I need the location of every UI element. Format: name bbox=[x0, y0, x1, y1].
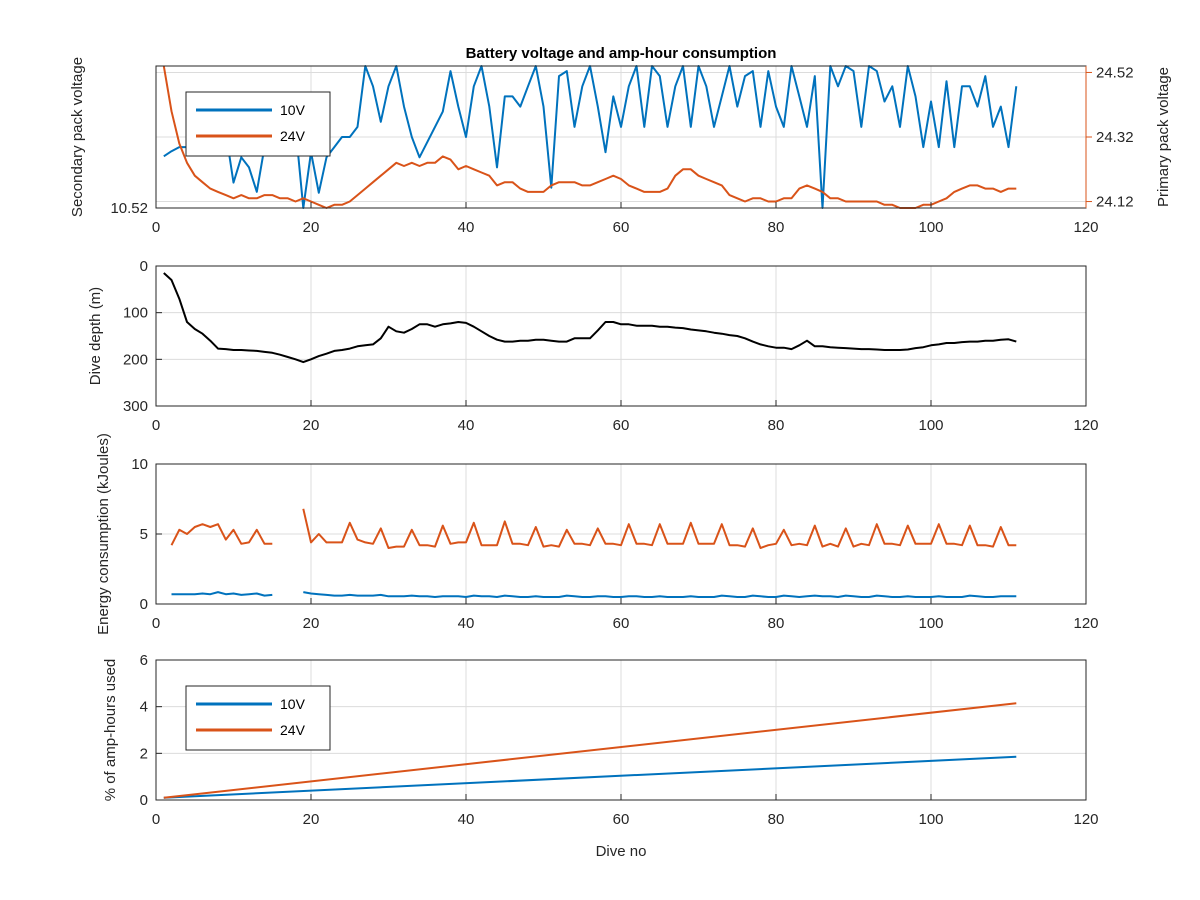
x-tick-label: 40 bbox=[458, 615, 475, 632]
y-tick-label: 10 bbox=[131, 456, 148, 473]
x-tick-label: 60 bbox=[613, 219, 630, 236]
x-tick-label: 20 bbox=[303, 615, 320, 632]
x-tick-label: 0 bbox=[152, 615, 160, 632]
legend-box bbox=[185, 91, 331, 157]
x-tick-label: 20 bbox=[303, 811, 320, 828]
series-line-10v bbox=[163, 755, 1017, 799]
x-tick-label: 40 bbox=[458, 219, 475, 236]
legend: 10V 24V bbox=[185, 685, 331, 751]
x-tick-label: 100 bbox=[918, 219, 943, 236]
series-line-24v bbox=[162, 65, 1017, 209]
y-right-tick-label: 24.32 bbox=[1096, 129, 1134, 146]
y-right-tick-label: 24.12 bbox=[1096, 194, 1134, 211]
x-tick-label: 120 bbox=[1073, 615, 1098, 632]
x-tick-label: 120 bbox=[1073, 417, 1098, 434]
y-axis-label: Energy consumption (kJoules) bbox=[95, 433, 112, 635]
legend: 10V 24V bbox=[185, 91, 331, 157]
legend-label-10v: 10V bbox=[280, 696, 306, 712]
y-tick-label: 2 bbox=[140, 745, 148, 762]
x-tick-label: 100 bbox=[918, 417, 943, 434]
x-tick-label: 80 bbox=[768, 811, 785, 828]
y-tick-label: 200 bbox=[123, 351, 148, 368]
x-tick-label: 80 bbox=[768, 417, 785, 434]
series-line-series-1 bbox=[170, 508, 1017, 549]
x-tick-label: 100 bbox=[918, 615, 943, 632]
legend-label-24v: 24V bbox=[280, 128, 306, 144]
y-tick-label: 5 bbox=[140, 526, 148, 543]
x-tick-label: 80 bbox=[768, 219, 785, 236]
x-tick-label: 0 bbox=[152, 811, 160, 828]
y-tick-label: 100 bbox=[123, 305, 148, 322]
chart-panel-2: 0 20 40 60 80 100 120 0 100 200 300 Dive depth (m) bbox=[87, 258, 1099, 434]
chart-panel-3: 0 20 40 60 80 100 120 0 5 10 Energy consumption (k… bbox=[95, 433, 1099, 635]
legend-box bbox=[185, 685, 331, 751]
x-tick-label: 0 bbox=[152, 417, 160, 434]
chart-panel-1: 0 20 40 60 80 100 120 10.52 24.12 24.32 24.52 Secon… bbox=[69, 57, 1172, 236]
series-line-series-1 bbox=[163, 272, 1017, 364]
series-line-24v bbox=[163, 702, 1017, 799]
x-tick-label: 60 bbox=[613, 417, 630, 434]
x-tick-label: 40 bbox=[458, 417, 475, 434]
x-tick-label: 100 bbox=[918, 811, 943, 828]
x-tick-label: 120 bbox=[1073, 811, 1098, 828]
y-axis-label: Secondary pack voltage bbox=[69, 57, 86, 217]
y-axis-label-right: Primary pack voltage bbox=[1155, 67, 1172, 207]
y-tick-label: 300 bbox=[123, 398, 148, 415]
legend-label-24v: 24V bbox=[280, 722, 306, 738]
y-left-tick-label: 10.52 bbox=[110, 200, 148, 217]
x-axis-label: Dive no bbox=[596, 843, 647, 860]
x-tick-label: 80 bbox=[768, 615, 785, 632]
legend-label-10v: 10V bbox=[280, 102, 306, 118]
y-right-tick-label: 24.52 bbox=[1096, 64, 1134, 81]
y-axis-label: % of amp-hours used bbox=[102, 659, 119, 802]
y-tick-label: 6 bbox=[140, 652, 148, 669]
y-tick-label: 0 bbox=[140, 596, 148, 613]
y-tick-label: 4 bbox=[140, 699, 148, 716]
x-tick-label: 20 bbox=[303, 219, 320, 236]
chart-panel-4: 0 20 40 60 80 100 120 0 2 4 6 % of amp-hours used Di… bbox=[102, 652, 1099, 860]
x-tick-label: 0 bbox=[152, 219, 160, 236]
x-tick-label: 60 bbox=[613, 615, 630, 632]
series-line-series-2 bbox=[171, 591, 1017, 598]
y-axis-label: Dive depth (m) bbox=[87, 287, 104, 385]
x-tick-label: 40 bbox=[458, 811, 475, 828]
y-tick-label: 0 bbox=[140, 258, 148, 275]
x-tick-label: 120 bbox=[1073, 219, 1098, 236]
figure-title: Battery voltage and amp-hour consumption bbox=[466, 45, 777, 62]
x-tick-label: 20 bbox=[303, 417, 320, 434]
x-tick-label: 60 bbox=[613, 811, 630, 828]
y-tick-label: 0 bbox=[140, 792, 148, 809]
